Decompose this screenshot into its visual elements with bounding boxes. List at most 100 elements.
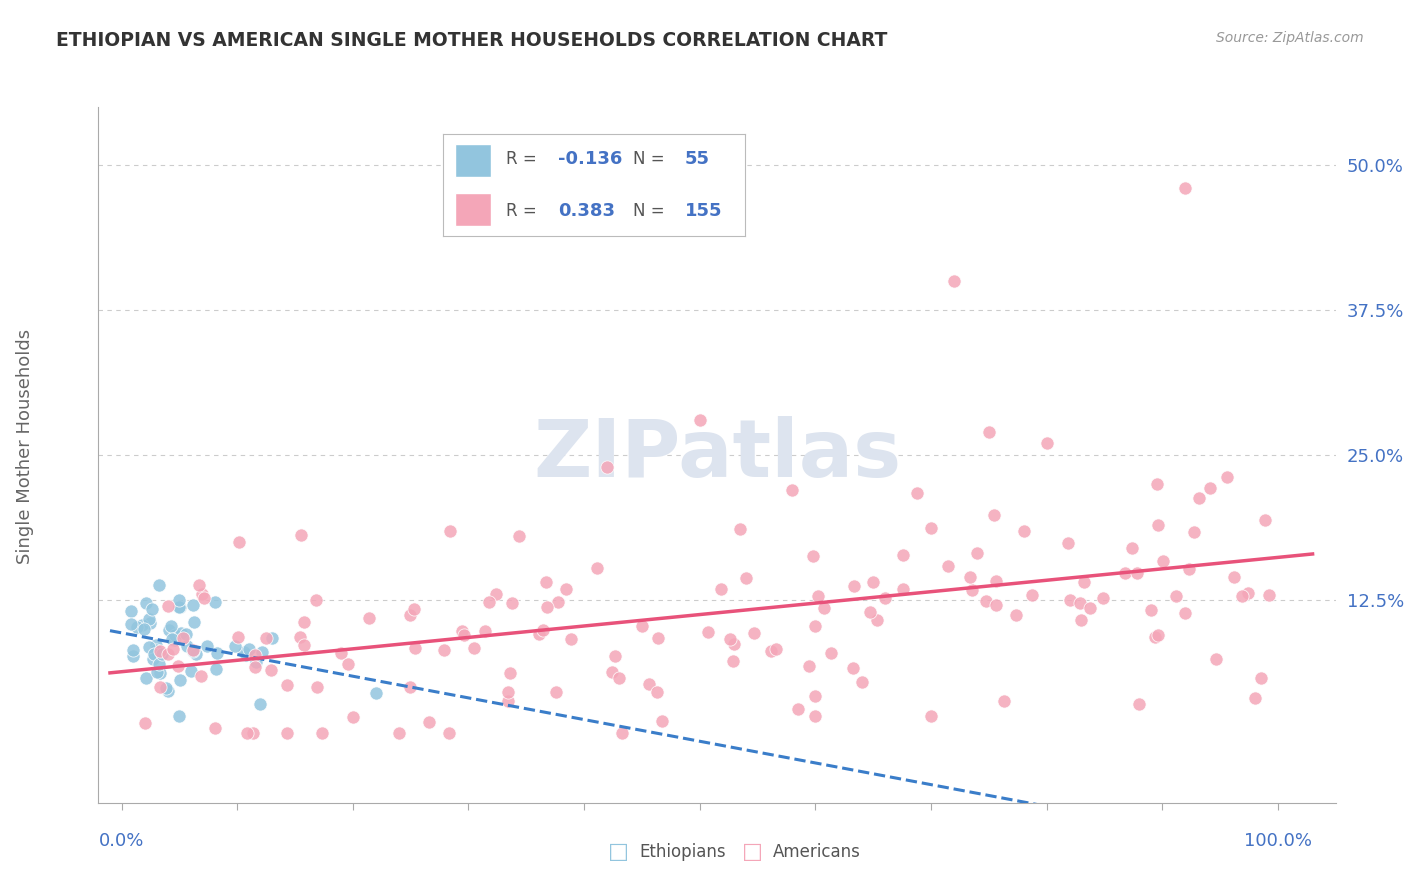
Text: ETHIOPIAN VS AMERICAN SINGLE MOTHER HOUSEHOLDS CORRELATION CHART: ETHIOPIAN VS AMERICAN SINGLE MOTHER HOUS… bbox=[56, 31, 887, 50]
Point bbox=[527, 627, 550, 641]
Point bbox=[364, 685, 387, 699]
Point bbox=[1164, 589, 1187, 603]
Point bbox=[127, 620, 149, 634]
Point bbox=[966, 546, 988, 560]
Point bbox=[1254, 513, 1277, 527]
Point bbox=[388, 726, 411, 740]
Point bbox=[891, 549, 914, 563]
Point bbox=[439, 524, 461, 538]
Point bbox=[1073, 574, 1095, 589]
Point bbox=[723, 637, 745, 651]
Point bbox=[1222, 570, 1244, 584]
Text: □: □ bbox=[742, 842, 762, 862]
Point bbox=[610, 726, 633, 740]
Point bbox=[228, 630, 250, 644]
Point bbox=[305, 593, 328, 607]
Point bbox=[501, 596, 523, 610]
Point bbox=[759, 643, 782, 657]
Point bbox=[986, 574, 1008, 589]
Point bbox=[359, 611, 381, 625]
Point bbox=[183, 615, 205, 629]
Point bbox=[1216, 470, 1239, 484]
Point bbox=[276, 726, 298, 740]
Point bbox=[993, 694, 1015, 708]
Point bbox=[138, 612, 160, 626]
Point bbox=[1236, 586, 1258, 600]
Point bbox=[311, 726, 333, 740]
Point bbox=[1059, 592, 1081, 607]
Point bbox=[1139, 603, 1161, 617]
Point bbox=[721, 655, 744, 669]
Point bbox=[120, 616, 142, 631]
Point bbox=[260, 631, 283, 645]
Point bbox=[474, 624, 496, 638]
Point bbox=[728, 523, 751, 537]
Point bbox=[1182, 525, 1205, 540]
Point bbox=[1078, 600, 1101, 615]
Point bbox=[1230, 589, 1253, 603]
Point bbox=[238, 641, 260, 656]
Point bbox=[485, 587, 508, 601]
Text: N =: N = bbox=[633, 151, 671, 169]
Point bbox=[224, 640, 246, 654]
Point bbox=[842, 579, 865, 593]
Point bbox=[120, 603, 142, 617]
Point bbox=[169, 592, 191, 607]
Point bbox=[936, 559, 959, 574]
Text: Source: ZipAtlas.com: Source: ZipAtlas.com bbox=[1216, 31, 1364, 45]
Point bbox=[204, 595, 226, 609]
Point bbox=[555, 582, 578, 596]
Point bbox=[169, 673, 191, 688]
Point bbox=[148, 657, 170, 672]
Point bbox=[960, 583, 983, 598]
Point bbox=[439, 726, 461, 740]
Point bbox=[245, 655, 267, 669]
Point bbox=[157, 623, 180, 637]
Point bbox=[329, 646, 352, 660]
Point bbox=[191, 587, 214, 601]
Text: 0.0%: 0.0% bbox=[98, 831, 145, 850]
Bar bbox=[456, 144, 491, 177]
Point bbox=[181, 598, 204, 612]
Point bbox=[1012, 524, 1035, 538]
Point bbox=[138, 640, 160, 654]
Point bbox=[170, 625, 193, 640]
Text: 0.383: 0.383 bbox=[558, 202, 614, 219]
Point bbox=[402, 602, 425, 616]
Point bbox=[1143, 630, 1166, 644]
Text: R =: R = bbox=[506, 151, 543, 169]
Point bbox=[162, 632, 184, 646]
Point bbox=[1147, 628, 1170, 642]
Point bbox=[337, 657, 360, 672]
Point bbox=[1069, 596, 1091, 610]
Point bbox=[150, 647, 173, 661]
Point bbox=[851, 674, 873, 689]
Point bbox=[418, 714, 440, 729]
Point bbox=[142, 652, 165, 666]
Point bbox=[141, 602, 163, 616]
Point bbox=[813, 601, 835, 615]
Point bbox=[398, 608, 420, 623]
Point bbox=[174, 627, 197, 641]
Point bbox=[122, 642, 145, 657]
Point bbox=[651, 714, 673, 728]
Point bbox=[176, 639, 198, 653]
Point bbox=[1243, 691, 1265, 706]
Point bbox=[596, 459, 619, 474]
Point bbox=[172, 631, 194, 645]
Point bbox=[1057, 535, 1080, 549]
Point bbox=[236, 726, 259, 740]
Point bbox=[1152, 554, 1174, 568]
Text: □: □ bbox=[609, 842, 628, 862]
Point bbox=[734, 571, 756, 585]
Point bbox=[1146, 477, 1168, 491]
Point bbox=[167, 658, 190, 673]
Point bbox=[163, 628, 186, 642]
Point bbox=[184, 647, 207, 661]
Point bbox=[786, 702, 808, 716]
Point bbox=[131, 617, 153, 632]
Point bbox=[984, 598, 1007, 612]
Point bbox=[605, 649, 627, 664]
Point bbox=[1114, 566, 1136, 580]
Point bbox=[292, 638, 315, 652]
